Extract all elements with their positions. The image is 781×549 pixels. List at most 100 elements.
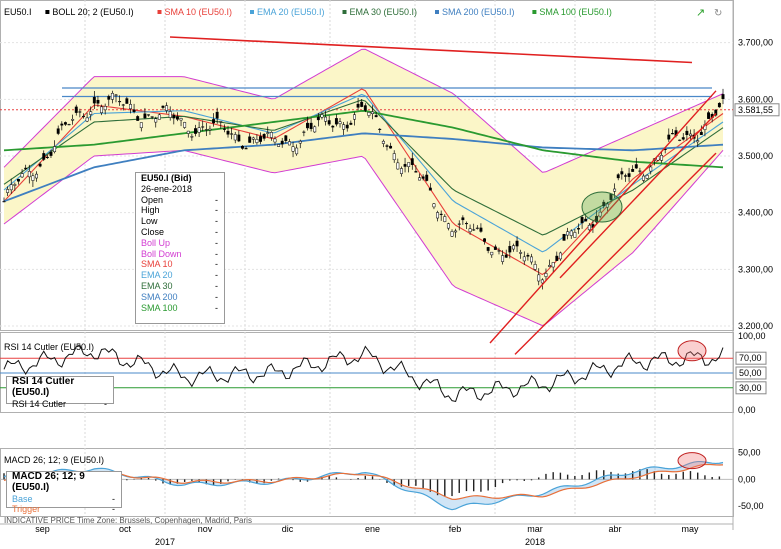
- candle-body: [212, 119, 216, 124]
- candle-body: [472, 229, 476, 231]
- candle-body: [248, 136, 252, 143]
- legend-swatch: [157, 10, 162, 14]
- candle: [17, 178, 20, 185]
- candle: [331, 125, 335, 132]
- candle: [334, 114, 338, 127]
- candle: [501, 250, 505, 265]
- candle-body: [291, 146, 295, 152]
- candle: [320, 112, 324, 120]
- candle: [685, 126, 689, 141]
- candle-body: [161, 105, 165, 108]
- candle: [479, 223, 483, 233]
- candle: [212, 113, 216, 127]
- current-price-label: 3.581,55: [738, 105, 773, 115]
- candle: [483, 237, 486, 245]
- candle-body: [475, 227, 479, 229]
- infobox-row-value: -: [215, 259, 218, 270]
- candle-body: [186, 130, 190, 134]
- candle: [446, 222, 450, 231]
- candle-body: [486, 247, 490, 251]
- candle-body: [378, 128, 382, 130]
- candle: [349, 120, 353, 126]
- candle: [450, 229, 454, 237]
- infobox-row: Close -: [136, 227, 224, 238]
- candle-body: [508, 246, 512, 253]
- candle-body: [118, 101, 122, 103]
- candle: [555, 251, 559, 261]
- candle: [667, 128, 671, 142]
- infobox-row-value: -: [215, 205, 218, 216]
- candle-body: [266, 132, 270, 134]
- candle-body: [306, 122, 309, 129]
- candle: [248, 133, 252, 143]
- candle-body: [313, 126, 317, 133]
- month-tick-label: mar: [527, 524, 543, 534]
- bollinger-upper-line: [3, 48, 724, 173]
- rsi-tick-label: 0,00: [738, 405, 756, 415]
- macd-legend: MACD 26; 12; 9 (EU50.I): [4, 455, 104, 465]
- infobox-row: Boll Down -: [136, 249, 224, 260]
- candle-body: [172, 114, 176, 119]
- candle-body: [385, 145, 389, 147]
- candle: [284, 134, 288, 144]
- month-tick-label: abr: [608, 524, 621, 534]
- infobox-title: EU50.I (Bid): [141, 173, 192, 183]
- infobox-row-value: -: [215, 302, 218, 313]
- candle-body: [342, 124, 346, 130]
- candle: [139, 122, 143, 132]
- candle-body: [345, 124, 349, 129]
- candle-body: [689, 133, 692, 137]
- candle: [100, 104, 104, 116]
- price-tick-label: 3.700,00: [738, 38, 773, 48]
- cross-ellipse: [581, 191, 623, 223]
- price-tick-label: 3.400,00: [738, 208, 773, 218]
- candle-body: [457, 223, 461, 225]
- candle: [699, 125, 703, 135]
- rsi-level-tag: [735, 381, 767, 395]
- candle-body: [143, 113, 147, 119]
- candle-body: [537, 274, 541, 282]
- candle: [378, 128, 382, 133]
- candle-body: [631, 168, 635, 172]
- candle: [110, 90, 114, 104]
- candle: [461, 215, 465, 225]
- candle-body: [598, 211, 602, 217]
- candle: [410, 152, 414, 170]
- candle: [241, 145, 244, 150]
- candle-body: [262, 134, 266, 139]
- candle: [530, 253, 533, 265]
- candle: [165, 102, 169, 114]
- candle: [522, 251, 526, 265]
- candle-body: [399, 168, 403, 174]
- candle-body: [623, 175, 627, 177]
- candle: [515, 236, 519, 252]
- legend-item: SMA 200 (EU50.I): [442, 7, 515, 17]
- candle: [689, 129, 692, 140]
- infobox-row-label: Open: [141, 194, 164, 205]
- candle: [197, 121, 201, 137]
- candle: [13, 182, 17, 191]
- candle: [53, 140, 57, 154]
- candle-body: [251, 137, 255, 140]
- candle-body: [42, 153, 46, 160]
- candle-body: [222, 128, 226, 130]
- candle: [360, 99, 364, 108]
- candle: [251, 136, 255, 144]
- infobox-row-value: -: [215, 291, 218, 302]
- month-tick-label: ene: [365, 524, 380, 534]
- candle-body: [215, 111, 219, 119]
- candle: [508, 240, 512, 259]
- candle-body: [190, 136, 194, 138]
- candle: [721, 88, 725, 105]
- macd-infobox-row: Trigger -: [7, 504, 121, 515]
- candle-body: [168, 111, 172, 118]
- candle-body: [707, 112, 710, 119]
- candle-body: [255, 139, 259, 143]
- infobox-row-value: -: [215, 194, 218, 205]
- candle-body: [374, 115, 378, 118]
- candle-body: [20, 173, 24, 178]
- candle-body: [645, 174, 649, 179]
- candle: [45, 154, 49, 159]
- candle-body: [490, 251, 494, 256]
- candle-body: [551, 262, 555, 268]
